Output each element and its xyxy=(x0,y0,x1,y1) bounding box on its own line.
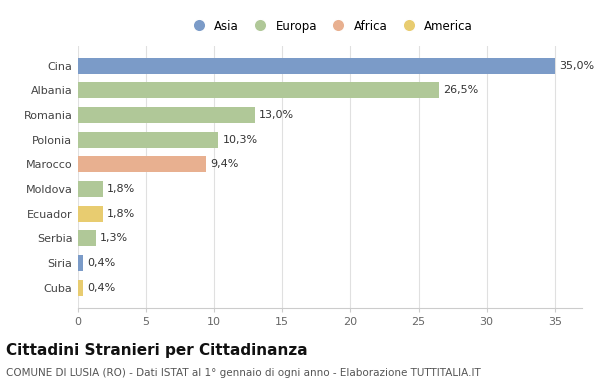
Text: 1,8%: 1,8% xyxy=(107,209,135,219)
Text: 1,3%: 1,3% xyxy=(100,233,128,244)
Text: 10,3%: 10,3% xyxy=(223,135,257,145)
Text: 26,5%: 26,5% xyxy=(443,85,478,95)
Text: 13,0%: 13,0% xyxy=(259,110,294,120)
Bar xyxy=(78,206,103,222)
Bar xyxy=(78,107,255,123)
Bar xyxy=(78,280,83,296)
Text: 35,0%: 35,0% xyxy=(559,60,594,71)
Bar xyxy=(78,156,206,173)
Text: 1,8%: 1,8% xyxy=(107,184,135,194)
Text: Cittadini Stranieri per Cittadinanza: Cittadini Stranieri per Cittadinanza xyxy=(6,343,308,358)
Text: 0,4%: 0,4% xyxy=(88,283,116,293)
Bar xyxy=(78,57,555,74)
Bar xyxy=(78,131,218,148)
Bar xyxy=(78,82,439,98)
Text: COMUNE DI LUSIA (RO) - Dati ISTAT al 1° gennaio di ogni anno - Elaborazione TUTT: COMUNE DI LUSIA (RO) - Dati ISTAT al 1° … xyxy=(6,368,481,378)
Bar xyxy=(78,230,96,247)
Text: 0,4%: 0,4% xyxy=(88,258,116,268)
Text: 9,4%: 9,4% xyxy=(210,159,239,169)
Legend: Asia, Europa, Africa, America: Asia, Europa, Africa, America xyxy=(182,15,478,37)
Bar xyxy=(78,255,83,271)
Bar xyxy=(78,181,103,197)
